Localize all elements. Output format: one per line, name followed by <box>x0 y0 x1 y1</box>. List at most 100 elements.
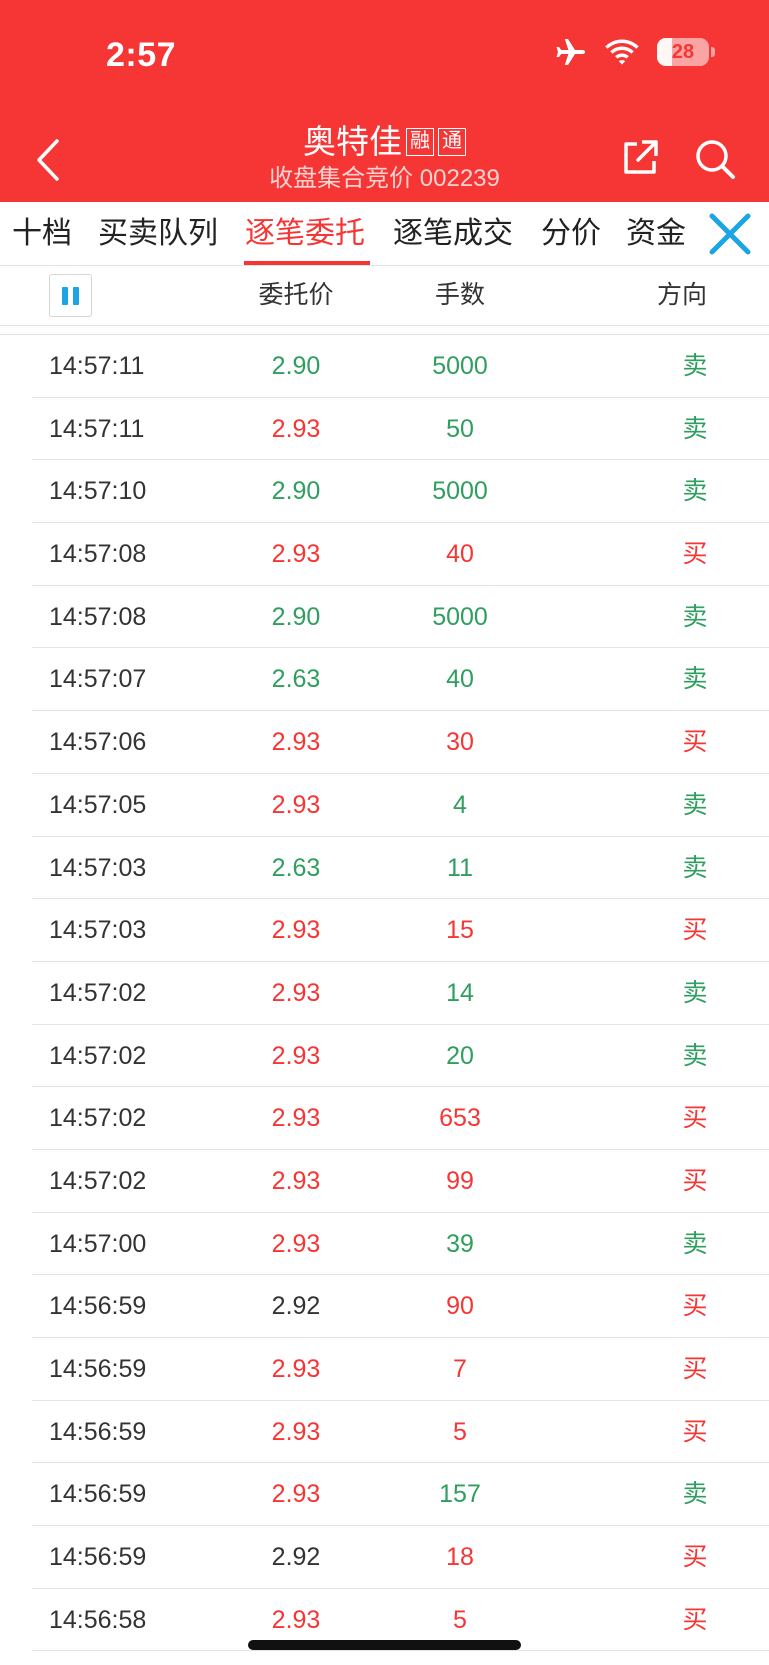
row-price: 2.93 <box>271 414 321 443</box>
row-direction: 买 <box>682 540 708 569</box>
row-direction: 卖 <box>682 665 708 694</box>
row-volume: 5000 <box>432 602 488 631</box>
row-time: 14:57:00 <box>49 1229 147 1258</box>
row-direction: 卖 <box>682 414 708 443</box>
row-price: 2.93 <box>271 1480 321 1509</box>
row-price: 2.90 <box>271 352 321 380</box>
share-button[interactable] <box>620 138 660 178</box>
row-time: 14:57:08 <box>49 540 147 569</box>
row-time: 14:57:05 <box>49 790 147 819</box>
row-time: 14:56:58 <box>49 1605 147 1634</box>
row-price: 2.93 <box>271 1041 321 1070</box>
table-row: 14:56:59 2.92 18 买 <box>32 1526 769 1589</box>
status-time: 2:57 <box>106 36 177 74</box>
app-header: 2:57 28 奥特佳 融 通 收盘集合竞价 002239 <box>0 0 769 202</box>
row-volume: 4 <box>453 790 467 819</box>
tab-ten-levels[interactable]: 十档 <box>12 217 72 250</box>
row-direction: 卖 <box>682 1480 708 1509</box>
table-row: 14:56:58 2.93 5 买 <box>32 1589 769 1652</box>
airplane-mode-icon <box>556 39 585 65</box>
pause-icon-bar <box>73 286 79 305</box>
column-price: 委托价 <box>258 281 334 309</box>
row-volume: 7 <box>453 1355 467 1383</box>
stock-subtitle: 收盘集合竞价 002239 <box>269 165 500 192</box>
stock-name: 奥特佳 <box>303 123 402 160</box>
row-price: 2.90 <box>271 602 321 631</box>
row-price: 2.93 <box>271 790 321 819</box>
tab-price-breakdown[interactable]: 分价 <box>541 217 601 250</box>
title-block: 奥特佳 融 通 收盘集合竞价 002239 <box>0 122 769 194</box>
row-price: 2.93 <box>271 1229 321 1258</box>
share-icon <box>624 140 658 174</box>
table-row: 14:57:02 2.93 653 买 <box>32 1087 769 1150</box>
status-icons: 28 <box>555 38 715 66</box>
row-direction: 买 <box>682 1104 708 1133</box>
pause-button[interactable] <box>49 274 92 317</box>
row-time: 14:57:02 <box>49 978 147 1007</box>
row-time: 14:57:03 <box>49 853 147 882</box>
row-direction: 卖 <box>682 790 708 819</box>
search-button[interactable] <box>694 138 736 180</box>
row-time: 14:57:02 <box>49 1041 147 1070</box>
row-direction: 买 <box>682 1166 708 1195</box>
row-time: 14:57:02 <box>49 1166 147 1195</box>
column-direction: 方向 <box>656 281 708 309</box>
row-direction: 卖 <box>682 352 708 380</box>
row-time: 14:56:59 <box>49 1292 147 1321</box>
tab-order-queue[interactable]: 买卖队列 <box>98 217 218 250</box>
row-price: 2.93 <box>271 540 321 569</box>
close-button[interactable] <box>706 210 754 258</box>
row-price: 2.93 <box>271 1166 321 1195</box>
row-volume: 15 <box>446 916 474 945</box>
row-price: 2.93 <box>271 1605 321 1634</box>
table-row: 14:57:07 2.63 40 卖 <box>32 648 769 712</box>
tab-tick-orders[interactable]: 逐笔委托 <box>245 217 365 250</box>
row-volume: 99 <box>446 1166 474 1195</box>
battery-percent: 28 <box>671 40 695 63</box>
home-indicator <box>248 1640 521 1650</box>
table-row: 14:57:06 2.93 30 买 <box>32 711 769 774</box>
row-price: 2.63 <box>271 853 321 882</box>
row-volume: 30 <box>446 728 474 757</box>
table-row: 14:57:02 2.93 14 卖 <box>32 962 769 1025</box>
row-price: 2.93 <box>271 1104 321 1133</box>
table-row: 14:57:00 2.93 39 卖 <box>32 1213 769 1276</box>
row-volume: 40 <box>446 540 474 569</box>
table-row: 14:57:03 2.93 15 买 <box>32 899 769 962</box>
row-direction: 买 <box>682 1292 708 1321</box>
back-button[interactable] <box>28 132 68 188</box>
tab-fund-flow[interactable]: 资金 <box>626 217 686 250</box>
table-row: 14:56:59 2.93 5 买 <box>32 1401 769 1464</box>
table-row: 14:57:11 2.93 50 卖 <box>32 398 769 461</box>
row-price: 2.92 <box>271 1543 321 1572</box>
search-icon <box>696 140 735 179</box>
row-time: 14:57:11 <box>49 414 145 443</box>
table-row: 14:57:08 2.93 40 买 <box>32 523 769 586</box>
row-volume: 11 <box>447 853 473 882</box>
row-volume: 90 <box>446 1292 474 1321</box>
row-price: 2.93 <box>271 1355 321 1383</box>
row-time: 14:56:59 <box>49 1543 147 1572</box>
row-direction: 卖 <box>682 1229 708 1258</box>
row-direction: 卖 <box>682 1041 708 1070</box>
row-direction: 买 <box>682 1605 708 1634</box>
row-direction: 卖 <box>682 602 708 631</box>
chevron-left-icon <box>37 139 59 181</box>
table-row: 14:57:02 2.93 99 买 <box>32 1150 769 1213</box>
row-volume: 14 <box>446 978 474 1007</box>
row-time: 14:56:59 <box>49 1480 147 1509</box>
column-volume: 手数 <box>434 281 486 309</box>
row-volume: 18 <box>446 1543 474 1572</box>
battery-fill <box>657 38 672 66</box>
row-volume: 5 <box>453 1417 467 1446</box>
table-row: 14:57:03 2.63 11 卖 <box>32 837 769 900</box>
row-price: 2.93 <box>271 916 321 945</box>
row-time: 14:56:59 <box>49 1355 147 1383</box>
row-volume: 157 <box>439 1480 481 1509</box>
close-icon <box>709 213 751 255</box>
row-direction: 买 <box>682 1543 708 1572</box>
tab-tick-trades[interactable]: 逐笔成交 <box>393 217 513 250</box>
row-time: 14:57:02 <box>49 1104 147 1133</box>
row-volume: 40 <box>446 665 474 694</box>
table-row: 14:57:08 2.90 5000 卖 <box>32 586 769 649</box>
